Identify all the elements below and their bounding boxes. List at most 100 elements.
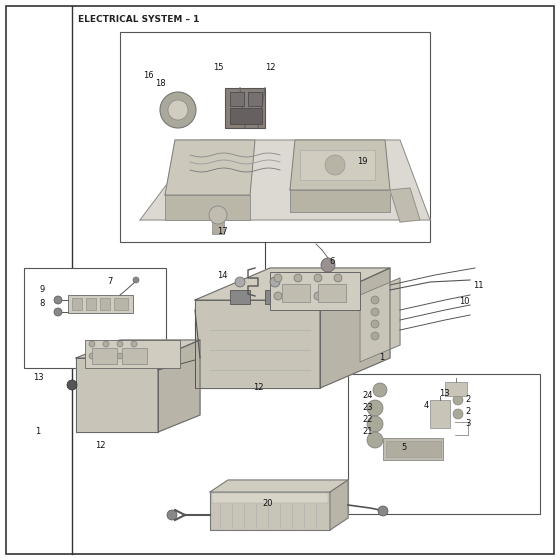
Bar [386, 441, 441, 457]
Circle shape [334, 292, 342, 300]
Circle shape [117, 341, 123, 347]
Text: 13: 13 [32, 374, 43, 382]
Circle shape [367, 400, 383, 416]
Text: 7: 7 [108, 278, 113, 287]
Text: 2: 2 [465, 395, 470, 404]
Text: 12: 12 [253, 384, 263, 393]
Text: ELECTRICAL SYSTEM – 1: ELECTRICAL SYSTEM – 1 [78, 16, 199, 25]
Circle shape [167, 510, 177, 520]
Bar [230, 92, 244, 106]
Bar [85, 340, 180, 368]
Polygon shape [76, 358, 158, 432]
Bar [24, 268, 166, 368]
Text: 11: 11 [473, 281, 483, 290]
Polygon shape [76, 340, 200, 358]
Circle shape [54, 296, 62, 304]
Text: 12: 12 [95, 441, 105, 450]
Circle shape [314, 292, 322, 300]
Text: 4: 4 [423, 402, 428, 410]
Polygon shape [165, 140, 255, 195]
Polygon shape [210, 480, 348, 492]
Circle shape [160, 92, 196, 128]
Text: 12: 12 [265, 63, 276, 72]
Text: 21: 21 [363, 427, 374, 436]
Bar [248, 92, 262, 106]
Text: 9: 9 [39, 286, 45, 295]
Circle shape [453, 409, 463, 419]
Circle shape [133, 277, 139, 283]
Bar [383, 438, 443, 460]
Bar [122, 348, 147, 364]
Text: 16: 16 [143, 72, 153, 81]
Circle shape [373, 383, 387, 397]
Bar [114, 298, 128, 310]
Text: 3: 3 [465, 419, 471, 428]
Bar [68, 295, 133, 313]
Text: 22: 22 [363, 414, 374, 423]
Text: 14: 14 [217, 270, 227, 279]
Bar [348, 374, 540, 514]
Circle shape [367, 416, 383, 432]
Bar [230, 108, 262, 124]
Bar [282, 284, 310, 302]
Circle shape [334, 274, 342, 282]
Bar [230, 290, 250, 304]
Circle shape [131, 353, 137, 359]
Text: 23: 23 [363, 403, 374, 412]
Polygon shape [290, 140, 390, 190]
Circle shape [103, 341, 109, 347]
Circle shape [294, 274, 302, 282]
Circle shape [325, 155, 345, 175]
Polygon shape [360, 278, 400, 362]
Text: 18: 18 [155, 80, 165, 88]
Polygon shape [390, 188, 420, 222]
Circle shape [67, 380, 77, 390]
Bar [290, 190, 390, 212]
Bar [212, 218, 224, 234]
Circle shape [274, 274, 282, 282]
Circle shape [117, 353, 123, 359]
Bar [445, 382, 467, 396]
Bar [270, 272, 360, 310]
Polygon shape [330, 480, 348, 530]
Bar [430, 400, 450, 428]
Text: 20: 20 [263, 500, 273, 508]
Polygon shape [140, 140, 430, 220]
Text: 10: 10 [459, 297, 469, 306]
Bar [318, 284, 346, 302]
Circle shape [168, 100, 188, 120]
Text: 6: 6 [329, 258, 335, 267]
Circle shape [371, 296, 379, 304]
Text: 8: 8 [39, 300, 45, 309]
Text: 2: 2 [465, 408, 470, 417]
Circle shape [274, 292, 282, 300]
Polygon shape [195, 300, 320, 388]
Bar [265, 290, 285, 304]
Circle shape [314, 274, 322, 282]
Circle shape [270, 277, 280, 287]
Bar [100, 298, 110, 310]
Circle shape [371, 332, 379, 340]
Polygon shape [195, 268, 390, 300]
Circle shape [371, 320, 379, 328]
Circle shape [209, 206, 227, 224]
Circle shape [235, 277, 245, 287]
Text: 1: 1 [379, 353, 385, 362]
Circle shape [453, 395, 463, 405]
Circle shape [321, 258, 335, 272]
Text: 19: 19 [357, 157, 367, 166]
Polygon shape [320, 268, 390, 388]
Text: 5: 5 [402, 444, 407, 452]
Circle shape [89, 353, 95, 359]
Polygon shape [158, 340, 200, 432]
Bar [120, 32, 430, 242]
Circle shape [103, 353, 109, 359]
Circle shape [54, 308, 62, 316]
Bar [210, 492, 330, 530]
Circle shape [367, 432, 383, 448]
Text: 24: 24 [363, 390, 374, 399]
Bar [72, 298, 82, 310]
Text: 1: 1 [35, 427, 41, 436]
Text: 15: 15 [213, 63, 223, 72]
Circle shape [89, 341, 95, 347]
